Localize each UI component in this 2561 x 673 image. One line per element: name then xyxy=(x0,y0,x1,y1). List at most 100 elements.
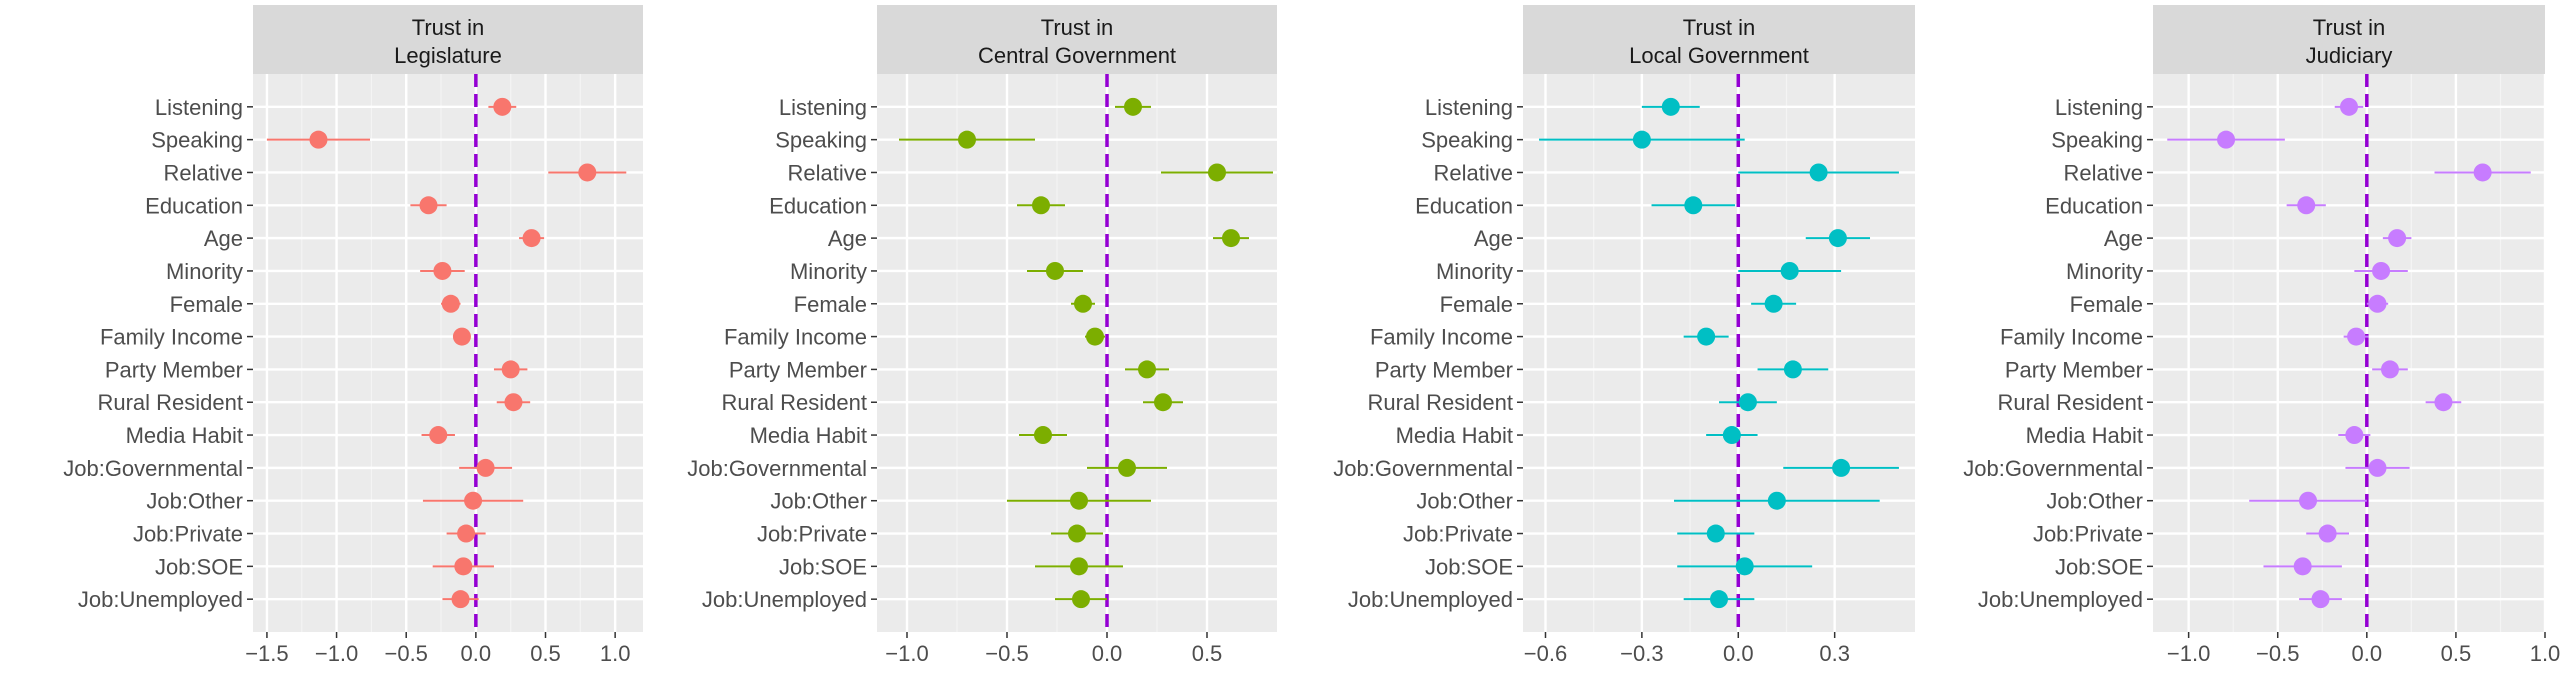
y-tick-label: Relative xyxy=(1434,160,1513,185)
facet-title-line: Judiciary xyxy=(2306,43,2393,68)
y-tick-label: Media Habit xyxy=(126,423,243,448)
point-estimate xyxy=(441,294,460,313)
y-tick-label: Speaking xyxy=(1421,128,1513,153)
point-estimate xyxy=(2297,196,2316,215)
point-estimate xyxy=(504,393,523,412)
y-tick-label: Minority xyxy=(2066,259,2143,284)
x-tick-label: 0.5 xyxy=(2441,641,2472,666)
y-tick-label: Job:SOE xyxy=(1425,554,1513,579)
panel-1: Trust in Legislature Listening Speaking Rela… xyxy=(63,5,643,666)
point-estimate xyxy=(1222,229,1240,248)
y-tick-label: Job:Private xyxy=(757,522,867,547)
y-tick-label: Job:SOE xyxy=(155,554,243,579)
point-estimate xyxy=(1154,393,1172,412)
plot-background xyxy=(877,74,1277,632)
point-estimate xyxy=(1068,524,1086,543)
point-estimate xyxy=(2217,130,2236,149)
x-tick-label: −0.5 xyxy=(384,641,427,666)
x-tick-label: 0.0 xyxy=(1092,641,1123,666)
point-estimate xyxy=(1832,458,1851,477)
facet-title-line: Local Government xyxy=(1629,43,1809,68)
point-estimate xyxy=(309,130,328,149)
point-estimate xyxy=(2347,327,2366,346)
facet-strip xyxy=(1523,5,1915,74)
y-tick-label: Speaking xyxy=(775,128,867,153)
point-estimate xyxy=(1032,196,1050,215)
y-tick-label: Minority xyxy=(166,259,243,284)
panel-2: Trust in Central Government Listening Speak… xyxy=(687,5,1277,666)
point-estimate xyxy=(1722,426,1741,445)
point-estimate xyxy=(429,426,448,445)
x-tick-label: −0.6 xyxy=(1524,641,1567,666)
point-estimate xyxy=(2311,590,2330,609)
y-tick-label: Relative xyxy=(2064,160,2143,185)
x-tick-label: 0.0 xyxy=(2352,641,2383,666)
y-tick-label: Female xyxy=(1440,292,1513,317)
facet-strip xyxy=(877,5,1277,74)
plot-background xyxy=(1523,74,1915,632)
x-tick-label: 0.5 xyxy=(530,641,561,666)
y-tick-label: Job:Other xyxy=(770,489,867,514)
y-tick-label: Job:Governmental xyxy=(1963,456,2143,481)
point-estimate xyxy=(1046,261,1064,280)
point-estimate xyxy=(457,524,476,543)
point-estimate xyxy=(2473,163,2492,182)
y-tick-label: Listening xyxy=(1425,95,1513,120)
y-tick-label: Listening xyxy=(779,95,867,120)
y-tick-label: Education xyxy=(145,193,243,218)
y-tick-label: Party Member xyxy=(2005,357,2143,382)
facet-strip xyxy=(253,5,643,74)
x-tick-label: 0.0 xyxy=(1723,641,1754,666)
y-tick-label: Media Habit xyxy=(1396,423,1513,448)
y-tick-label: Relative xyxy=(164,160,243,185)
y-tick-label: Education xyxy=(2045,193,2143,218)
point-estimate xyxy=(2368,294,2387,313)
y-tick-label: Speaking xyxy=(2051,128,2143,153)
point-estimate xyxy=(1034,426,1052,445)
point-estimate xyxy=(1780,261,1799,280)
facet-title-line: Trust in xyxy=(1041,15,1114,40)
x-tick-label: −1.0 xyxy=(2167,641,2210,666)
point-estimate xyxy=(1070,557,1088,576)
x-tick-label: −1.0 xyxy=(885,641,928,666)
point-estimate xyxy=(1684,196,1703,215)
plot-background xyxy=(253,74,643,632)
y-tick-label: Job:Governmental xyxy=(687,456,867,481)
point-estimate xyxy=(451,590,470,609)
facet-title-line: Legislature xyxy=(394,43,502,68)
y-tick-label: Job:Private xyxy=(2033,522,2143,547)
point-estimate xyxy=(1661,97,1680,116)
point-estimate xyxy=(2340,97,2358,116)
y-tick-label: Female xyxy=(170,292,243,317)
point-estimate xyxy=(452,327,471,346)
y-tick-label: Job:SOE xyxy=(779,554,867,579)
y-tick-label: Female xyxy=(2070,292,2143,317)
point-estimate xyxy=(2388,229,2407,248)
y-tick-label: Education xyxy=(1415,193,1513,218)
y-tick-label: Rural Resident xyxy=(721,390,867,415)
point-estimate xyxy=(958,130,976,149)
point-estimate xyxy=(2293,557,2312,576)
point-estimate xyxy=(454,557,473,576)
panel-3: Trust in Local Government Listening Speakin… xyxy=(1333,5,1915,666)
point-estimate xyxy=(2380,360,2399,379)
x-tick-label: −0.5 xyxy=(2256,641,2299,666)
y-tick-label: Job:Governmental xyxy=(1333,456,1513,481)
y-tick-label: Education xyxy=(769,193,867,218)
point-estimate xyxy=(1208,163,1226,182)
y-tick-label: Job:SOE xyxy=(2055,554,2143,579)
point-estimate xyxy=(2318,524,2337,543)
point-estimate xyxy=(501,360,520,379)
x-tick-label: 1.0 xyxy=(2530,641,2561,666)
y-tick-label: Age xyxy=(204,226,243,251)
plot-background xyxy=(2153,74,2545,632)
x-tick-label: −1.0 xyxy=(315,641,358,666)
point-estimate xyxy=(476,458,495,477)
point-estimate xyxy=(1072,590,1090,609)
point-estimate xyxy=(1809,163,1828,182)
y-tick-label: Relative xyxy=(788,160,867,185)
facet-title-line: Trust in xyxy=(412,15,485,40)
point-estimate xyxy=(1070,491,1088,510)
y-tick-label: Job:Governmental xyxy=(63,456,243,481)
y-tick-label: Party Member xyxy=(1375,357,1513,382)
